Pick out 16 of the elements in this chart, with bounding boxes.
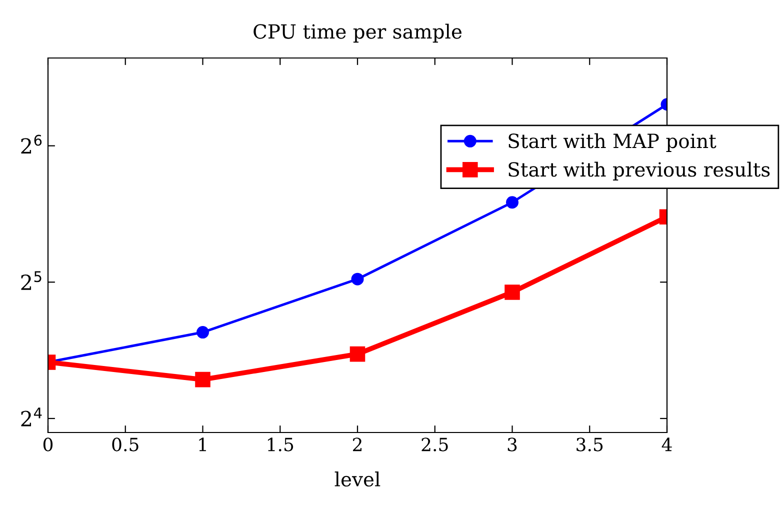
x-tick-label: 4 bbox=[662, 438, 672, 452]
x-tick-label: 0 bbox=[43, 438, 53, 452]
legend-label: Start with MAP point bbox=[508, 133, 716, 152]
chart-title: CPU time per sample bbox=[254, 24, 462, 43]
x-tick-label: 2 bbox=[352, 438, 362, 452]
legend-label: Start with previous results bbox=[508, 162, 770, 181]
x-tick-label: 1.5 bbox=[268, 438, 294, 452]
x-tick-label: 3 bbox=[508, 438, 517, 452]
x-tick-label: 1 bbox=[199, 438, 206, 452]
x-tick-label: 2.5 bbox=[422, 438, 448, 452]
x-axis-title: level bbox=[334, 472, 380, 487]
y-tick-label: 2$^{5}$ bbox=[21, 271, 42, 290]
y-tick-label: 2$^{4}$ bbox=[21, 408, 42, 426]
x-tick-label: 3.5 bbox=[576, 438, 603, 452]
x-tick-label: 0.5 bbox=[112, 438, 138, 452]
y-tick-label: 2$^{6}$ bbox=[21, 134, 42, 154]
